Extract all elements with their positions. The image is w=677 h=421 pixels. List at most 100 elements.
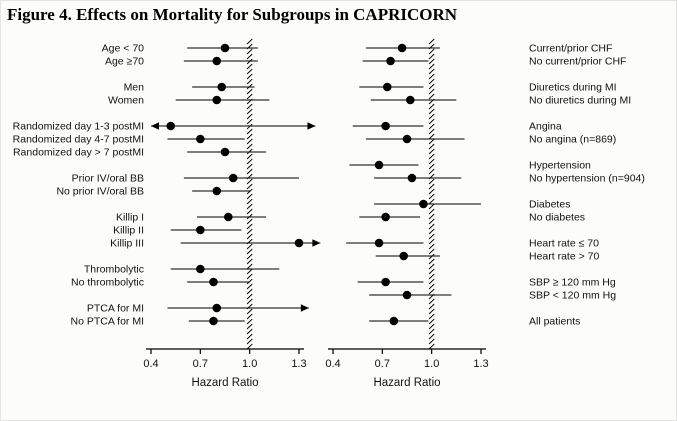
reference-line-hatch bbox=[428, 108, 435, 115]
hr-marker bbox=[407, 173, 417, 183]
hr-marker bbox=[402, 290, 412, 300]
reference-line-hatch bbox=[428, 288, 435, 295]
reference-line-hatch bbox=[428, 303, 435, 310]
reference-line-hatch bbox=[428, 338, 435, 345]
hr-marker bbox=[166, 121, 176, 131]
reference-line-hatch bbox=[246, 178, 253, 185]
row-label: No diabetes bbox=[529, 212, 585, 224]
reference-line-hatch bbox=[428, 113, 435, 120]
x-axis-tick-label: 0.7 bbox=[193, 358, 208, 370]
reference-line-hatch bbox=[246, 183, 253, 190]
reference-line-hatch bbox=[428, 243, 435, 250]
reference-line-hatch bbox=[428, 218, 435, 225]
hr-marker bbox=[382, 82, 392, 92]
reference-line-hatch bbox=[428, 318, 435, 325]
reference-line-hatch bbox=[428, 313, 435, 320]
reference-line-hatch bbox=[428, 143, 435, 150]
reference-line-hatch bbox=[246, 338, 253, 345]
row-label: Diuretics during MI bbox=[529, 82, 617, 94]
hr-marker bbox=[374, 238, 384, 248]
reference-line-hatch bbox=[246, 328, 253, 335]
hr-marker bbox=[228, 173, 238, 183]
x-axis-tick-label: 1.0 bbox=[424, 358, 439, 370]
reference-line-hatch bbox=[428, 213, 435, 220]
reference-line-hatch bbox=[246, 208, 253, 215]
reference-line-hatch bbox=[428, 38, 435, 45]
reference-line-hatch bbox=[428, 68, 435, 75]
reference-line-hatch bbox=[428, 333, 435, 340]
reference-line-hatch bbox=[428, 208, 435, 215]
row-label: Heart rate ≤ 70 bbox=[529, 238, 599, 250]
reference-line-hatch bbox=[428, 283, 435, 290]
row-label: Killip II bbox=[113, 225, 144, 237]
x-axis-tick-label: 1.3 bbox=[291, 358, 306, 370]
reference-line-hatch bbox=[246, 73, 253, 80]
reference-line-hatch bbox=[246, 138, 253, 145]
row-label: Hypertension bbox=[529, 160, 591, 172]
hr-marker bbox=[402, 134, 412, 144]
x-axis-title: Hazard Ratio bbox=[373, 377, 440, 389]
row-label: Heart rate > 70 bbox=[529, 251, 599, 263]
row-label: No prior IV/oral BB bbox=[56, 186, 144, 198]
reference-line-hatch bbox=[246, 88, 253, 95]
row-label: Thrombolytic bbox=[84, 264, 144, 276]
reference-line-hatch bbox=[246, 118, 253, 125]
reference-line-hatch bbox=[428, 103, 435, 110]
reference-line-hatch bbox=[246, 288, 253, 295]
row-label: Age < 70 bbox=[102, 43, 144, 55]
row-label: Randomized day 1-3 postMI bbox=[13, 121, 144, 133]
row-label: No current/prior CHF bbox=[529, 56, 626, 68]
row-label: Women bbox=[108, 95, 144, 107]
ci-arrow bbox=[151, 122, 159, 130]
reference-line-hatch bbox=[246, 268, 253, 275]
row-label: Killip I bbox=[116, 212, 144, 224]
reference-line-hatch bbox=[428, 228, 435, 235]
reference-line-hatch bbox=[246, 48, 253, 55]
hr-marker bbox=[405, 95, 415, 105]
reference-line-hatch bbox=[246, 248, 253, 255]
reference-line-hatch bbox=[428, 203, 435, 210]
hr-marker bbox=[212, 95, 222, 105]
reference-line-hatch bbox=[428, 148, 435, 155]
hr-marker bbox=[212, 303, 222, 313]
row-label: No PTCA for MI bbox=[70, 316, 144, 328]
hr-marker bbox=[381, 121, 390, 131]
row-label: SBP ≥ 120 mm Hg bbox=[529, 277, 616, 289]
hr-marker bbox=[196, 264, 205, 274]
row-label: Prior IV/oral BB bbox=[72, 173, 144, 185]
reference-line-hatch bbox=[428, 263, 435, 270]
reference-line-hatch bbox=[428, 268, 435, 275]
reference-line-hatch bbox=[246, 103, 253, 110]
reference-line-hatch bbox=[428, 73, 435, 80]
reference-line-hatch bbox=[428, 248, 435, 255]
reference-line-hatch bbox=[428, 133, 435, 140]
reference-line-hatch bbox=[428, 233, 435, 240]
hr-marker bbox=[212, 56, 222, 66]
reference-line-hatch bbox=[428, 138, 435, 145]
reference-line-hatch bbox=[246, 93, 253, 100]
x-axis-tick-label: 1.3 bbox=[473, 358, 488, 370]
reference-line-hatch bbox=[428, 193, 435, 200]
reference-line-hatch bbox=[246, 78, 253, 85]
reference-line-hatch bbox=[428, 78, 435, 85]
reference-line-hatch bbox=[246, 293, 253, 300]
reference-line-hatch bbox=[246, 153, 253, 160]
reference-line-hatch bbox=[246, 333, 253, 340]
reference-line-hatch bbox=[428, 88, 435, 95]
reference-line-hatch bbox=[428, 93, 435, 100]
reference-line-hatch bbox=[428, 223, 435, 230]
reference-line-hatch bbox=[246, 318, 253, 325]
reference-line-hatch bbox=[428, 238, 435, 245]
reference-line-hatch bbox=[246, 313, 253, 320]
reference-line-hatch bbox=[246, 53, 253, 60]
reference-line-hatch bbox=[428, 343, 435, 350]
reference-line-hatch bbox=[246, 198, 253, 205]
reference-line-hatch bbox=[246, 233, 253, 240]
x-axis-tick-label: 0.4 bbox=[143, 358, 158, 370]
x-axis-tick-label: 0.4 bbox=[325, 358, 340, 370]
hr-marker bbox=[374, 160, 384, 170]
reference-line-hatch bbox=[428, 323, 435, 330]
reference-line-hatch bbox=[428, 128, 435, 135]
reference-line-hatch bbox=[246, 343, 253, 350]
